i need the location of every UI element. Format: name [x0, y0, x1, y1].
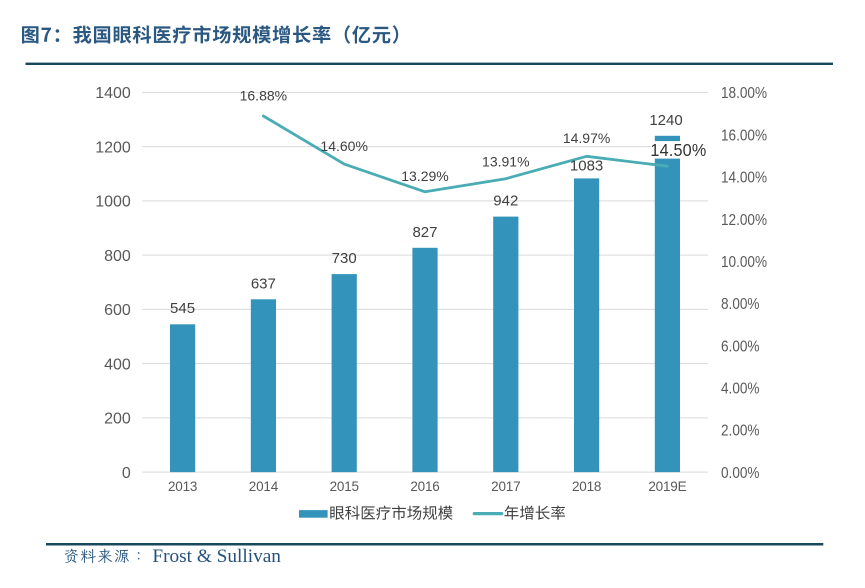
- svg-text:14.97%: 14.97%: [563, 130, 610, 146]
- svg-text:16.88%: 16.88%: [240, 88, 287, 104]
- svg-text:637: 637: [251, 275, 276, 292]
- svg-text:400: 400: [104, 356, 131, 373]
- svg-text:6.00%: 6.00%: [721, 338, 760, 355]
- svg-text:730: 730: [332, 250, 357, 267]
- svg-text:0.00%: 0.00%: [721, 465, 760, 482]
- svg-text:1400: 1400: [95, 85, 131, 102]
- svg-text:827: 827: [412, 224, 437, 241]
- svg-text:2017: 2017: [491, 479, 520, 494]
- svg-text:200: 200: [104, 411, 131, 428]
- svg-text:4.00%: 4.00%: [721, 381, 760, 398]
- svg-text:10.00%: 10.00%: [721, 254, 767, 271]
- svg-text:8.00%: 8.00%: [721, 296, 760, 313]
- svg-text:2015: 2015: [330, 479, 359, 494]
- svg-text:1083: 1083: [570, 157, 603, 174]
- svg-text:2018: 2018: [572, 479, 601, 494]
- svg-text:Frost & Sullivan: Frost & Sullivan: [152, 546, 281, 567]
- svg-text:2.00%: 2.00%: [721, 423, 760, 440]
- svg-text:1240: 1240: [649, 112, 682, 129]
- svg-text:942: 942: [493, 193, 518, 210]
- svg-text:18.00%: 18.00%: [721, 85, 767, 102]
- svg-text:0: 0: [122, 465, 131, 482]
- svg-text:545: 545: [170, 300, 195, 317]
- svg-text:2013: 2013: [168, 479, 197, 494]
- svg-text:2019E: 2019E: [648, 479, 686, 494]
- svg-text:13.29%: 13.29%: [401, 168, 448, 184]
- svg-text:14.00%: 14.00%: [721, 170, 767, 187]
- svg-text:16.00%: 16.00%: [721, 127, 767, 144]
- svg-text:800: 800: [104, 248, 131, 265]
- svg-text:2014: 2014: [249, 479, 279, 494]
- svg-text:12.00%: 12.00%: [721, 212, 767, 229]
- svg-text:14.50%: 14.50%: [650, 140, 706, 160]
- svg-text:1200: 1200: [95, 139, 131, 156]
- svg-text:14.60%: 14.60%: [320, 138, 367, 154]
- svg-text:600: 600: [104, 302, 131, 319]
- svg-text:1000: 1000: [95, 194, 131, 211]
- svg-text:13.91%: 13.91%: [482, 154, 529, 170]
- svg-text:2016: 2016: [410, 479, 439, 494]
